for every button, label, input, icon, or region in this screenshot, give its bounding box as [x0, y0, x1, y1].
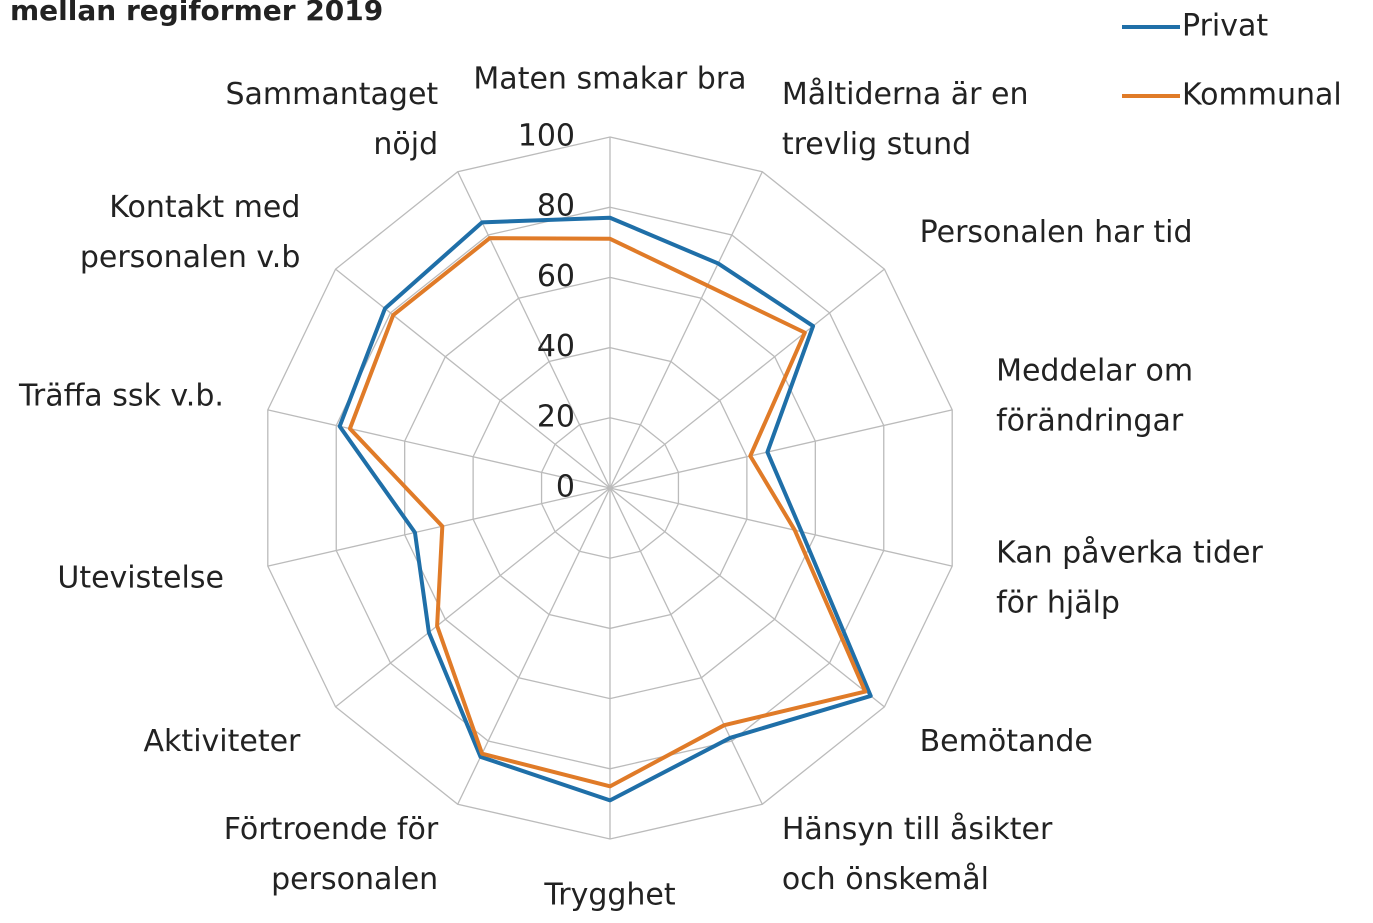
legend-label: Kommunal — [1182, 78, 1342, 113]
category-label: Måltiderna är en — [782, 77, 1029, 112]
tick-label: 0 — [556, 470, 575, 505]
category-label: Förtroende för — [224, 812, 439, 847]
category-label: Personalen har tid — [920, 215, 1193, 250]
spoke — [609, 487, 953, 567]
series-line — [347, 236, 868, 789]
spoke — [457, 171, 611, 489]
category-label: personalen v.b — [80, 240, 301, 275]
chart-title: mellan regiformer 2019 — [10, 0, 383, 27]
spoke — [609, 268, 885, 489]
spoke — [335, 268, 611, 489]
spoke — [267, 409, 611, 489]
category-label: trevlig stund — [782, 127, 971, 162]
tick-label: 20 — [537, 399, 575, 434]
category-label: Meddelar om — [996, 354, 1193, 389]
category-label: Kan påverka tider — [996, 535, 1263, 570]
category-label: Maten smakar bra — [473, 62, 746, 97]
tick-label: 80 — [537, 189, 575, 224]
category-label: för hjälp — [996, 585, 1120, 620]
category-label: nöjd — [373, 127, 438, 162]
category-label: Trygghet — [543, 878, 676, 913]
spoke — [267, 487, 611, 567]
category-label: och önskemål — [782, 862, 989, 897]
category-label: Bemötande — [920, 724, 1093, 759]
spoke — [609, 409, 953, 489]
category-label: Utevistelse — [57, 560, 224, 595]
category-label: Aktiviteter — [144, 724, 302, 759]
series-line — [337, 215, 873, 803]
legend-label: Privat — [1182, 9, 1268, 44]
tick-label: 40 — [537, 329, 575, 364]
spoke — [609, 487, 763, 805]
category-label: förändringar — [996, 404, 1184, 439]
category-label: Kontakt med — [109, 190, 300, 225]
category-label: Sammantaget — [225, 77, 438, 112]
tick-label: 60 — [537, 259, 575, 294]
category-label: Träffa ssk v.b. — [18, 379, 224, 414]
spoke — [335, 487, 611, 708]
tick-label: 100 — [518, 119, 575, 154]
spoke — [609, 171, 763, 489]
category-label: Hänsyn till åsikter — [782, 812, 1053, 847]
category-label: personalen — [271, 862, 438, 897]
spoke — [609, 487, 885, 708]
